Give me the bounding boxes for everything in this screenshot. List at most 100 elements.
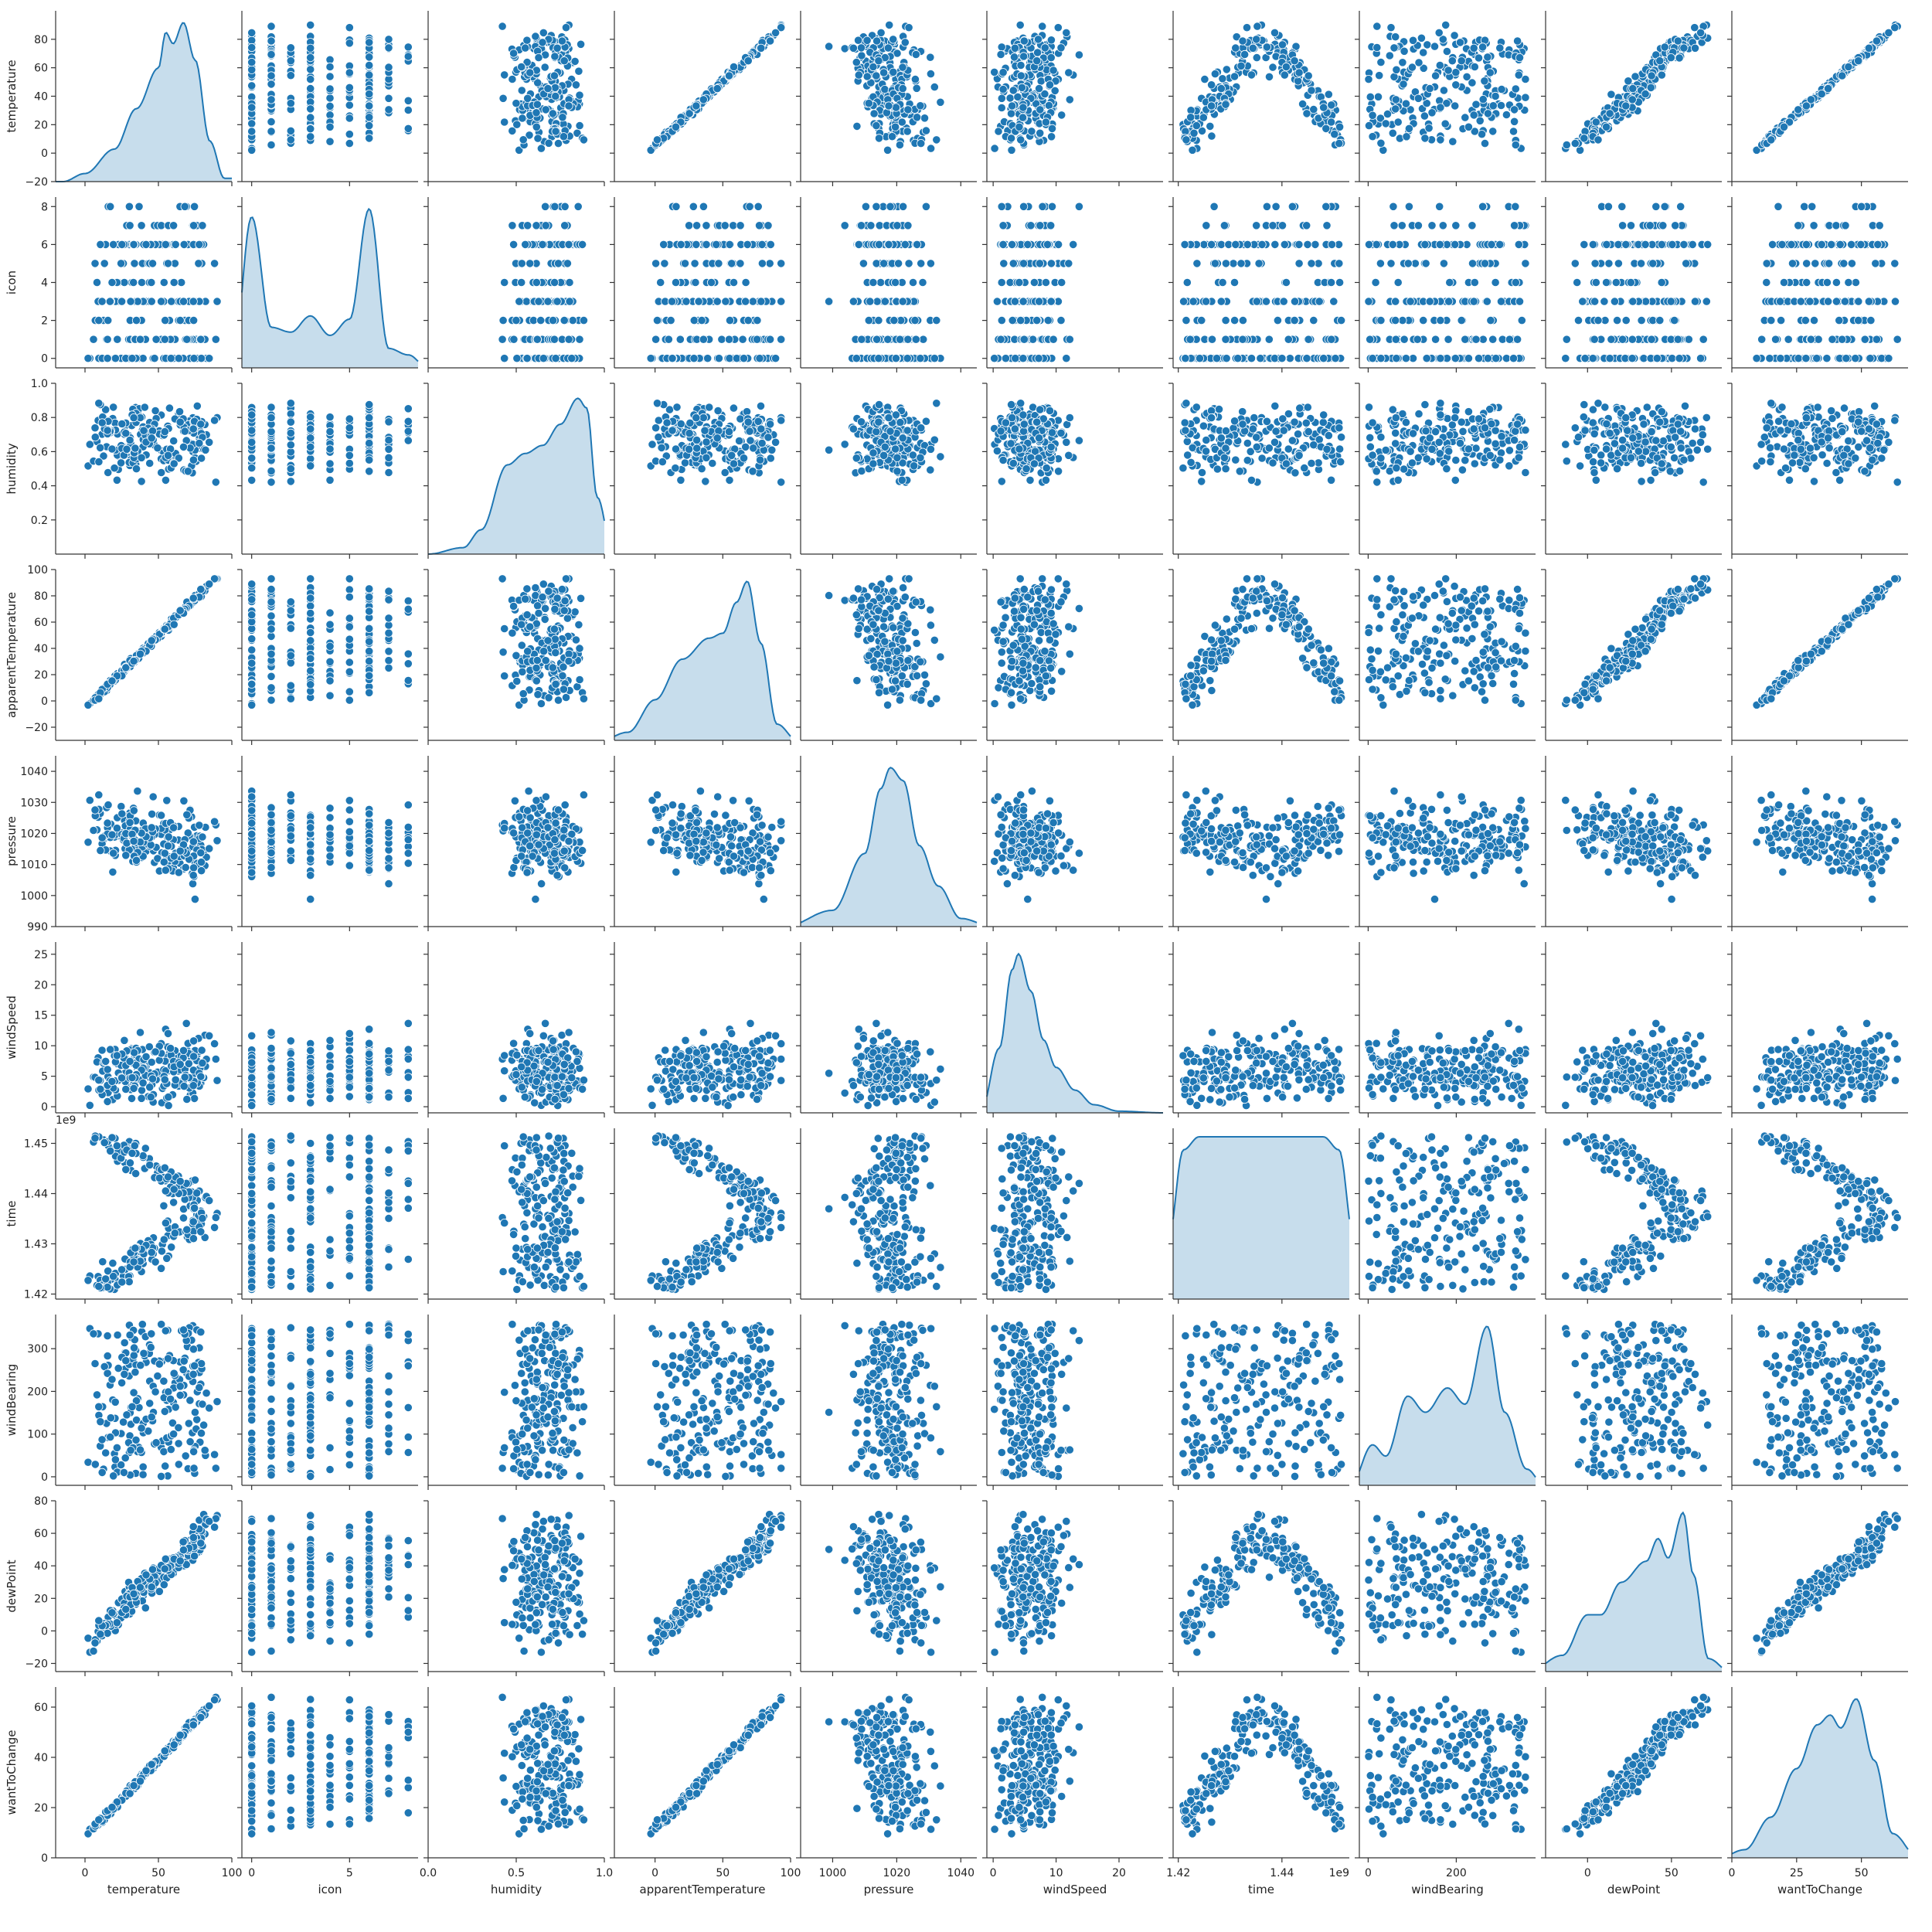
point-icon-windBearing-99 [1486, 315, 1495, 325]
point-icon-windBearing-177 [1478, 202, 1488, 211]
point-temperature-windBearing-211 [1464, 122, 1474, 131]
point-temperature-windBearing-202 [1434, 28, 1444, 38]
point-icon-pressure-75 [904, 259, 913, 268]
point-icon-humidity-218 [560, 315, 569, 325]
point-icon-apparentTemperature-216 [652, 315, 662, 325]
point-temperature-windBearing-194 [1431, 71, 1440, 80]
point-humidity-icon-162 [365, 467, 374, 476]
point-icon-pressure-3 [919, 335, 928, 344]
point-icon-windSpeed-36 [992, 297, 1002, 306]
point-temperature-humidity-96 [512, 120, 522, 129]
point-temperature-windSpeed-166 [1009, 53, 1019, 62]
point-humidity-icon-50 [306, 412, 315, 422]
point-icon-time-174 [1221, 259, 1231, 268]
point-humidity-icon-194 [267, 427, 276, 437]
point-temperature-windBearing-218 [1457, 56, 1466, 66]
point-icon-time-210 [1277, 354, 1287, 363]
point-temperature-icon-18 [325, 137, 335, 146]
point-humidity-apparentTemperature-123 [742, 407, 752, 417]
point-icon-dewPoint-211 [1602, 277, 1611, 287]
point-temperature-pressure-203 [874, 134, 884, 143]
point-icon-pressure-164 [903, 335, 913, 344]
point-icon-pressure-179 [911, 335, 920, 344]
point-icon-dewPoint-173 [1670, 315, 1679, 325]
point-humidity-temperature-146 [197, 454, 206, 463]
point-temperature-windSpeed-56 [990, 67, 999, 77]
point-temperature-icon-201 [286, 99, 295, 108]
point-icon-windSpeed-196 [1001, 354, 1011, 363]
point-temperature-windBearing-166 [1483, 53, 1492, 62]
cell-humidity-icon [237, 383, 418, 559]
point-temperature-icon-5 [306, 20, 315, 30]
point-humidity-icon-219 [365, 413, 374, 423]
point-temperature-pressure-102 [889, 67, 898, 77]
point-icon-time-189 [1294, 259, 1304, 268]
point-humidity-temperature-24 [85, 440, 94, 449]
point-icon-pressure-214 [872, 335, 882, 344]
point-humidity-icon-205 [306, 424, 315, 434]
point-icon-pressure-147 [916, 354, 925, 363]
point-icon-pressure-188 [913, 240, 922, 249]
point-icon-temperature-211 [107, 277, 117, 287]
point-humidity-apparentTemperature-194 [724, 427, 734, 437]
point-icon-wantToChange-193 [1794, 354, 1803, 363]
point-icon-wantToChange-127 [1802, 277, 1811, 287]
point-temperature-icon-211 [325, 122, 335, 131]
point-icon-temperature-217 [128, 354, 137, 363]
point-icon-humidity-155 [549, 277, 560, 287]
point-icon-apparentTemperature-189 [727, 259, 736, 268]
point-temperature-windSpeed-163 [994, 127, 1003, 136]
point-icon-pressure-200 [898, 297, 907, 306]
point-icon-humidity-199 [523, 221, 532, 230]
point-icon-windBearing-213 [1470, 277, 1479, 287]
point-temperature-pressure-217 [891, 103, 901, 112]
point-icon-windBearing-145 [1445, 277, 1454, 287]
point-icon-pressure-190 [900, 240, 910, 249]
point-icon-pressure-9 [876, 277, 886, 287]
point-icon-temperature-155 [147, 277, 156, 287]
point-icon-wantToChange-206 [1762, 259, 1771, 268]
point-temperature-windBearing-182 [1364, 121, 1374, 131]
point-humidity-icon-215 [267, 413, 276, 423]
cell-icon-windBearing [1355, 197, 1536, 372]
point-icon-wantToChange-155 [1822, 277, 1832, 287]
point-icon-windSpeed-200 [1035, 297, 1044, 306]
point-icon-time-126 [1264, 335, 1274, 344]
point-humidity-icon-203 [365, 400, 374, 410]
point-icon-temperature-182 [109, 240, 118, 249]
point-temperature-pressure-68 [825, 42, 834, 51]
point-temperature-icon-217 [247, 103, 257, 112]
point-icon-humidity-49 [529, 315, 539, 325]
point-temperature-icon-212 [306, 53, 315, 63]
point-humidity-temperature-38 [211, 478, 220, 487]
point-humidity-temperature-26 [96, 443, 105, 453]
point-icon-humidity-200 [543, 297, 553, 306]
point-icon-wantToChange-119 [1871, 259, 1880, 268]
point-temperature-icon-163 [267, 127, 276, 136]
point-temperature-windSpeed-174 [1017, 83, 1027, 93]
point-temperature-time-200 [1216, 84, 1226, 94]
point-temperature-windBearing-138 [1469, 111, 1478, 120]
point-icon-apparentTemperature-173 [753, 315, 762, 325]
point-icon-apparentTemperature-207 [745, 202, 754, 211]
point-icon-temperature-188 [117, 240, 127, 249]
point-icon-apparentTemperature-75 [777, 259, 786, 268]
point-temperature-pressure-147 [916, 101, 925, 111]
point-icon-windSpeed-78 [1029, 335, 1038, 344]
point-temperature-windBearing-64 [1450, 31, 1459, 40]
point-icon-temperature-171 [189, 354, 199, 363]
point-humidity-temperature-27 [165, 403, 174, 413]
point-icon-pressure-113 [840, 221, 849, 230]
point-icon-windBearing-184 [1492, 354, 1501, 363]
point-temperature-time-177 [1262, 43, 1272, 52]
point-temperature-windBearing-197 [1509, 127, 1519, 136]
point-temperature-icon-160 [345, 130, 354, 139]
point-icon-dewPoint-199 [1626, 221, 1636, 230]
point-humidity-temperature-199 [137, 453, 146, 462]
point-icon-apparentTemperature-214 [765, 335, 775, 344]
point-icon-dewPoint-177 [1660, 202, 1669, 211]
point-humidity-temperature-189 [163, 451, 173, 460]
point-temperature-windBearing-154 [1419, 48, 1428, 57]
point-icon-wantToChange-18 [1762, 277, 1771, 287]
cell-icon-temperature [51, 197, 233, 372]
